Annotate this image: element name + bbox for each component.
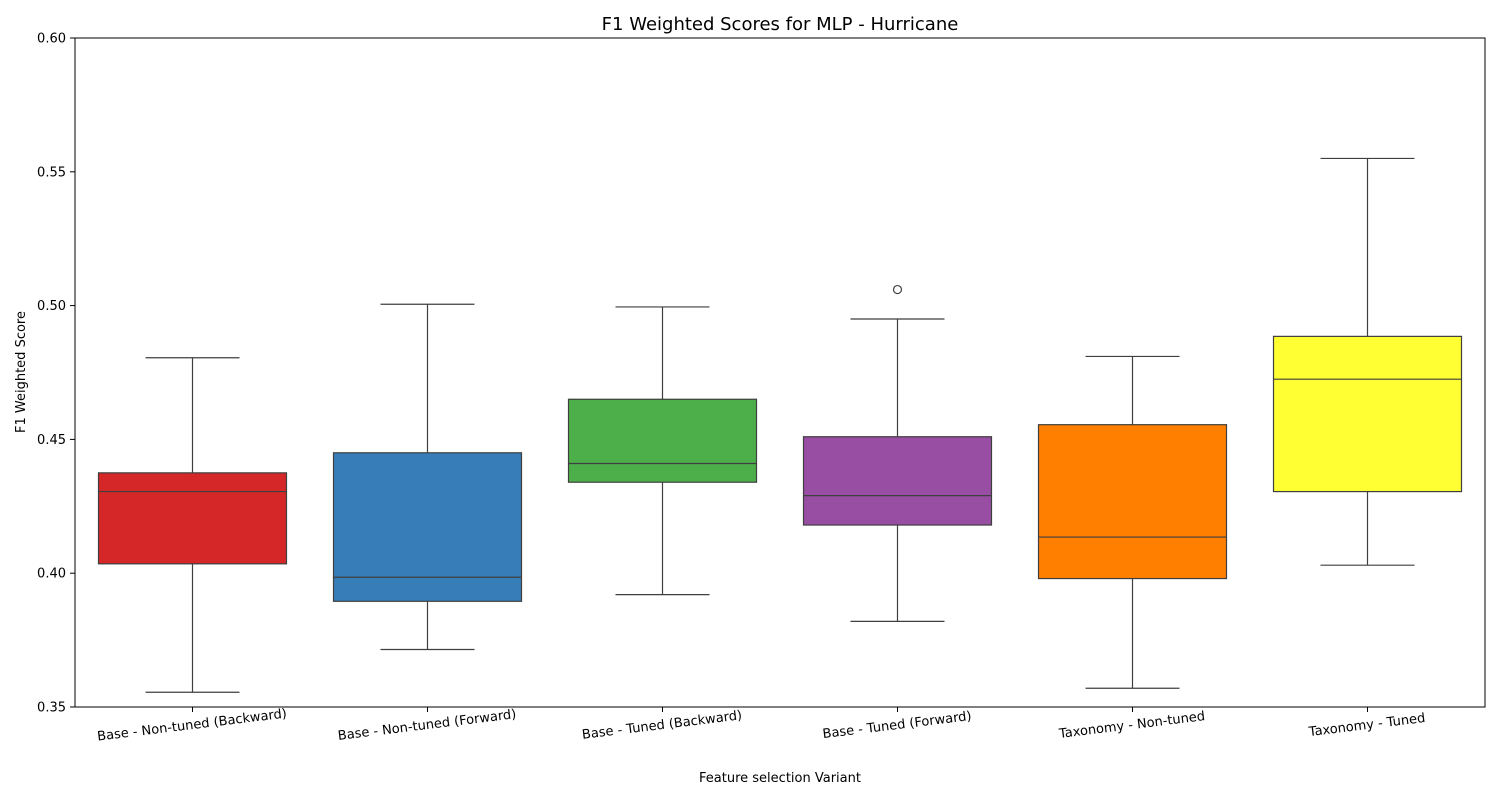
- box-group: [1272, 157, 1463, 566]
- box-group: [802, 284, 993, 622]
- box-group: [97, 357, 288, 693]
- y-tick-label: 0.60: [37, 32, 66, 47]
- y-tick-label: 0.55: [37, 165, 66, 180]
- x-tick-label: Base - Non-tuned (Backward): [96, 706, 287, 744]
- y-axis: 0.35 0.40 0.45 0.50 0.55 0.60: [37, 32, 75, 716]
- y-tick-label: 0.40: [37, 567, 66, 582]
- y-tick-label: 0.50: [37, 299, 66, 314]
- box-iqr: [97, 472, 288, 565]
- x-tick-label: Base - Tuned (Forward): [822, 709, 973, 742]
- x-tick-label: Base - Tuned (Backward): [581, 708, 743, 743]
- x-axis-title: Feature selection Variant: [699, 771, 861, 786]
- chart-title: F1 Weighted Scores for MLP - Hurricane: [602, 14, 959, 35]
- box-iqr: [567, 398, 758, 483]
- x-tick-label: Taxonomy - Tuned: [1307, 711, 1426, 740]
- box-group: [567, 306, 758, 596]
- box-iqr: [1272, 335, 1463, 493]
- box-group: [332, 303, 523, 651]
- x-tick-label: Taxonomy - Non-tuned: [1057, 709, 1206, 742]
- box-iqr: [802, 436, 993, 526]
- box-iqr: [1037, 424, 1228, 580]
- x-tick-label: Base - Non-tuned (Forward): [337, 707, 517, 744]
- box-group: [1037, 355, 1228, 689]
- box-iqr: [332, 452, 523, 602]
- y-tick-label: 0.45: [37, 433, 66, 448]
- outlier-point: [892, 284, 903, 295]
- x-axis: Base - Non-tuned (Backward) Base - Non-tu…: [96, 706, 1426, 744]
- y-tick-label: 0.35: [37, 701, 66, 716]
- y-axis-title: F1 Weighted Score: [14, 311, 29, 433]
- plot-frame: [74, 37, 1486, 708]
- plot-area: [97, 157, 1463, 693]
